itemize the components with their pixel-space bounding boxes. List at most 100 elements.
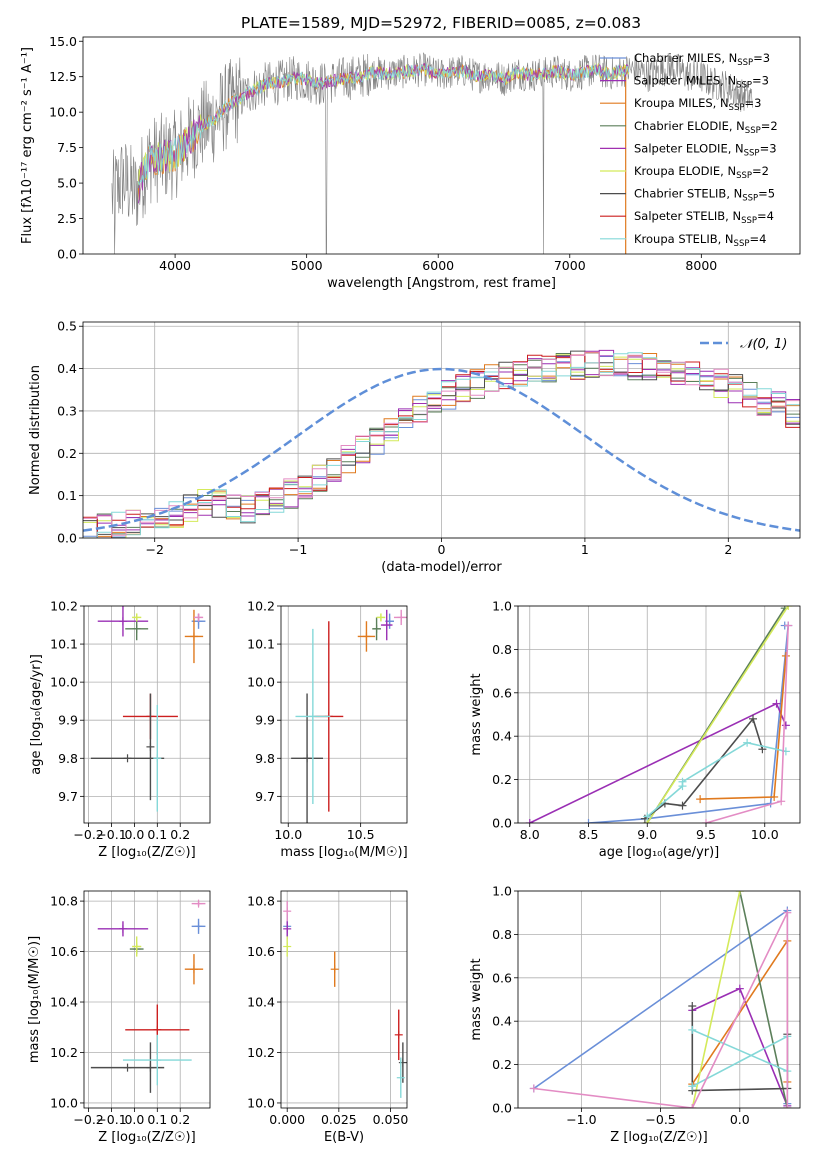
x-tick-label: 8.0	[520, 827, 540, 842]
y-tick-label: 0.2	[492, 1057, 512, 1072]
legend-entry: Chabrier MILES, NSSP=3	[634, 51, 770, 68]
x-tick-label: 0.1	[147, 827, 167, 842]
axes-frame	[280, 890, 408, 1109]
y-tick-label: 9.7	[58, 789, 78, 804]
x-tick-label: 2	[724, 542, 732, 557]
y-tick-label: 0.2	[492, 772, 512, 787]
mass-weight-line	[588, 624, 790, 823]
legend-subscript: SSP	[742, 194, 758, 204]
y-axis-label: Normed distribution	[28, 365, 43, 495]
mass-weight-line	[705, 625, 789, 823]
residual-histogram	[83, 351, 800, 536]
y-tick-label: 0.2	[57, 446, 77, 461]
x-tick-label: 0.0	[730, 1112, 750, 1127]
axes-6	[277, 891, 407, 1112]
x-tick-label: 6000	[422, 258, 454, 273]
y-tick-label: 9.7	[255, 789, 275, 804]
error-bar-point	[146, 1042, 155, 1093]
plot-area	[529, 891, 792, 1108]
error-bar-point	[357, 621, 376, 652]
x-tick-label: −0.1	[96, 827, 126, 842]
legend-suffix: =2	[761, 119, 778, 133]
x-tick-label: 4000	[159, 258, 191, 273]
legend-label: Chabrier MILES, N	[634, 51, 737, 65]
mass-weight-line	[646, 606, 789, 823]
x-tick-label: 0.0	[124, 827, 144, 842]
legend-label: Chabrier ELODIE, N	[634, 119, 745, 133]
y-axis-label: Flux [fλ10⁻¹⁷ erg cm⁻² s⁻¹ A⁻¹]	[20, 47, 35, 244]
y-tick-label: 0.0	[492, 816, 512, 831]
legend-label: Kroupa MILES, N	[634, 96, 729, 110]
y-axis-label: age [log₁₀(age/yr)]	[29, 654, 44, 775]
legend-label: 𝒩(0, 1)	[740, 337, 787, 352]
y-tick-label: 10.0	[247, 675, 275, 690]
y-tick-label: 5.0	[57, 176, 77, 191]
y-axis-label: mass weight	[469, 673, 484, 755]
x-axis-label: mass [log₁₀(M/M☉)]	[280, 845, 407, 860]
error-bar-point	[396, 1057, 405, 1098]
x-tick-label: 8.5	[579, 827, 599, 842]
legend-subscript: SSP	[729, 103, 745, 113]
x-tick-label: 1	[581, 542, 589, 557]
x-axis-label: Z [log₁₀(Z/Z☉)]	[98, 1130, 195, 1145]
legend-label: Salpeter MILES, N	[634, 74, 736, 88]
x-tick-label: 0.025	[321, 1112, 357, 1127]
x-tick-label: 10.5	[347, 827, 375, 842]
y-tick-label: 9.9	[58, 713, 78, 728]
error-bar-point	[283, 936, 292, 957]
axes-frame	[517, 605, 801, 824]
error-bar-point	[291, 693, 323, 823]
x-tick-label: −0.5	[645, 1112, 675, 1127]
x-tick-label: 0.2	[170, 1112, 190, 1127]
error-bar-point	[97, 921, 149, 937]
y-tick-label: 0.4	[57, 361, 77, 376]
y-tick-label: 9.9	[255, 713, 275, 728]
error-bar-point	[283, 921, 292, 937]
x-tick-label: 0.2	[170, 827, 190, 842]
axes-frame	[82, 36, 801, 255]
y-tick-label: 0.0	[492, 1101, 512, 1116]
error-bar-point	[398, 1042, 407, 1083]
x-tick-label: 7000	[554, 258, 586, 273]
mass-weight-line	[533, 912, 789, 1108]
plot-area	[525, 606, 793, 823]
axes-5	[80, 891, 210, 1112]
y-tick-label: 12.5	[49, 69, 77, 84]
y-tick-label: 9.8	[255, 751, 275, 766]
error-bar-point	[393, 609, 407, 626]
x-tick-label: 10.0	[274, 827, 302, 842]
error-bar-point	[330, 951, 339, 987]
axes-0	[79, 40, 702, 258]
x-tick-label: 10.0	[751, 827, 779, 842]
residual-histogram	[83, 352, 800, 538]
error-bar-point	[295, 628, 331, 804]
y-tick-label: 15.0	[49, 34, 77, 49]
legend-label: Chabrier STELIB, N	[634, 187, 742, 201]
legend-suffix: =3	[753, 51, 770, 65]
y-tick-label: 10.2	[247, 1045, 275, 1060]
plot-area	[90, 606, 206, 812]
legend-entry: Chabrier STELIB, NSSP=5	[634, 187, 775, 204]
y-tick-label: 0.3	[57, 403, 77, 418]
axes-frame	[83, 890, 211, 1109]
x-tick-label: 0.000	[269, 1112, 305, 1127]
axes-frame	[83, 605, 211, 824]
legend-entry: Salpeter STELIB, NSSP=4	[634, 209, 774, 226]
x-axis-label: Z [log₁₀(Z/Z☉)]	[98, 845, 195, 860]
y-tick-label: 0.4	[492, 1014, 512, 1029]
y-tick-label: 10.0	[247, 1095, 275, 1110]
legend-label: Salpeter STELIB, N	[634, 209, 741, 223]
legend-entry: Kroupa ELODIE, NSSP=2	[634, 164, 769, 181]
x-axis-label: Z [log₁₀(Z/Z☉)]	[610, 1130, 707, 1145]
x-axis-label: (data-model)/error	[381, 560, 502, 575]
y-tick-label: 10.6	[50, 944, 78, 959]
y-tick-label: 0.8	[492, 927, 512, 942]
y-tick-label: 10.6	[247, 944, 275, 959]
y-tick-label: 10.8	[50, 894, 78, 909]
y-tick-label: 0.1	[57, 488, 77, 503]
x-axis-label: E(B-V)	[324, 1130, 364, 1145]
y-tick-label: 10.4	[247, 995, 275, 1010]
x-tick-label: −0.2	[73, 827, 103, 842]
error-bar-point	[191, 899, 206, 908]
